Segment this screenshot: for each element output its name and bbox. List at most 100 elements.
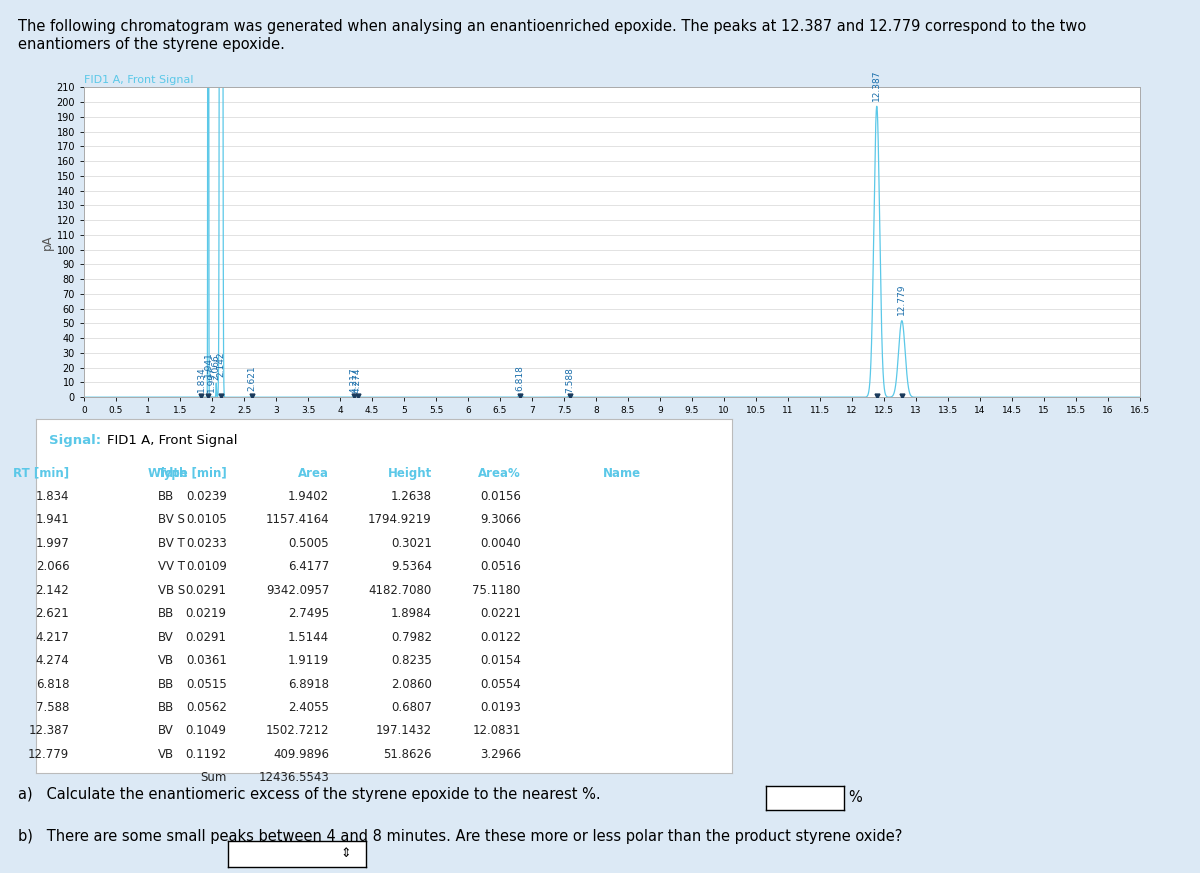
Text: FID1 A, Front Signal: FID1 A, Front Signal	[84, 75, 193, 86]
Text: VV T: VV T	[158, 560, 185, 574]
Text: 2.0860: 2.0860	[391, 677, 432, 691]
Text: 0.0233: 0.0233	[186, 537, 227, 550]
Text: 1.997: 1.997	[36, 537, 70, 550]
Text: 0.0040: 0.0040	[480, 537, 521, 550]
Text: 0.0105: 0.0105	[186, 513, 227, 526]
Text: 0.0221: 0.0221	[480, 608, 521, 620]
Text: BB: BB	[158, 490, 174, 503]
Text: 2.066: 2.066	[211, 354, 221, 380]
Text: Type: Type	[158, 466, 190, 479]
Text: 0.0154: 0.0154	[480, 654, 521, 667]
Text: a)   Calculate the enantiomeric excess of the styrene epoxide to the nearest %.: a) Calculate the enantiomeric excess of …	[18, 787, 601, 802]
Text: 0.0562: 0.0562	[186, 701, 227, 714]
Text: FID1 A, Front Signal: FID1 A, Front Signal	[107, 434, 238, 447]
Text: 0.0193: 0.0193	[480, 701, 521, 714]
Text: Sum: Sum	[200, 772, 227, 784]
Text: BB: BB	[158, 677, 174, 691]
Text: 9.5364: 9.5364	[391, 560, 432, 574]
Text: RT [min]: RT [min]	[13, 466, 70, 479]
Text: Name: Name	[602, 466, 641, 479]
Text: 0.0156: 0.0156	[480, 490, 521, 503]
Text: 0.3021: 0.3021	[391, 537, 432, 550]
Text: 7.588: 7.588	[565, 367, 574, 393]
Text: 4182.7080: 4182.7080	[368, 584, 432, 597]
Text: Area%: Area%	[478, 466, 521, 479]
Text: 2.066: 2.066	[36, 560, 70, 574]
Text: 12.387: 12.387	[872, 69, 881, 100]
Text: 9342.0957: 9342.0957	[266, 584, 329, 597]
Text: BV T: BV T	[158, 537, 185, 550]
Text: 3.2966: 3.2966	[480, 748, 521, 761]
Text: 0.0516: 0.0516	[480, 560, 521, 574]
Text: 75.1180: 75.1180	[473, 584, 521, 597]
Text: 12.779: 12.779	[28, 748, 70, 761]
Text: 0.1049: 0.1049	[186, 725, 227, 738]
Text: 1.9402: 1.9402	[288, 490, 329, 503]
Text: 1.2638: 1.2638	[391, 490, 432, 503]
Text: 197.1432: 197.1432	[376, 725, 432, 738]
Text: 12.387: 12.387	[29, 725, 70, 738]
Text: VB: VB	[158, 748, 174, 761]
Text: 0.8235: 0.8235	[391, 654, 432, 667]
Text: Signal:: Signal:	[49, 434, 101, 447]
Text: 0.0361: 0.0361	[186, 654, 227, 667]
Text: BV S: BV S	[158, 513, 185, 526]
Text: 0.1192: 0.1192	[186, 748, 227, 761]
Text: 6.4177: 6.4177	[288, 560, 329, 574]
Text: 2.142: 2.142	[216, 351, 226, 376]
Text: BV: BV	[158, 725, 174, 738]
Text: 4.274: 4.274	[36, 654, 70, 667]
Text: VB S: VB S	[158, 584, 186, 597]
Text: 2.142: 2.142	[36, 584, 70, 597]
Text: 1157.4164: 1157.4164	[265, 513, 329, 526]
Text: 0.0291: 0.0291	[186, 630, 227, 643]
Text: 9.3066: 9.3066	[480, 513, 521, 526]
Text: Area: Area	[299, 466, 329, 479]
Text: 0.6807: 0.6807	[391, 701, 432, 714]
Text: 0.7982: 0.7982	[391, 630, 432, 643]
Text: 6.8918: 6.8918	[288, 677, 329, 691]
Text: 1794.9219: 1794.9219	[368, 513, 432, 526]
Text: The following chromatogram was generated when analysing an enantioenriched epoxi: The following chromatogram was generated…	[18, 19, 1086, 52]
Text: 0.0239: 0.0239	[186, 490, 227, 503]
Text: Width [min]: Width [min]	[148, 466, 227, 479]
Text: 4.274: 4.274	[353, 368, 362, 393]
Text: 12.779: 12.779	[898, 283, 906, 314]
Text: 6.818: 6.818	[516, 366, 524, 391]
Text: BB: BB	[158, 701, 174, 714]
Text: %: %	[848, 790, 862, 806]
Text: 7.588: 7.588	[36, 701, 70, 714]
Text: 12.0831: 12.0831	[473, 725, 521, 738]
Text: VB: VB	[158, 654, 174, 667]
Text: 1.941: 1.941	[204, 351, 212, 376]
Text: 0.0122: 0.0122	[480, 630, 521, 643]
Y-axis label: pA: pA	[41, 235, 54, 250]
Text: ⇕: ⇕	[340, 848, 350, 860]
Text: 1.834: 1.834	[36, 490, 70, 503]
Text: 2.621: 2.621	[36, 608, 70, 620]
Text: 1.5144: 1.5144	[288, 630, 329, 643]
Text: 4.217: 4.217	[349, 368, 359, 393]
Text: b)   There are some small peaks between 4 and 8 minutes. Are these more or less : b) There are some small peaks between 4 …	[18, 829, 902, 844]
Text: 1.997: 1.997	[208, 366, 216, 392]
Text: 0.0554: 0.0554	[480, 677, 521, 691]
Text: 12436.5543: 12436.5543	[258, 772, 329, 784]
Text: 1.941: 1.941	[36, 513, 70, 526]
Text: Height: Height	[388, 466, 432, 479]
Text: 2.4055: 2.4055	[288, 701, 329, 714]
Text: 0.0109: 0.0109	[186, 560, 227, 574]
Text: 6.818: 6.818	[36, 677, 70, 691]
Text: 2.7495: 2.7495	[288, 608, 329, 620]
Text: 409.9896: 409.9896	[274, 748, 329, 761]
Text: 2.621: 2.621	[247, 366, 257, 391]
Text: 0.0291: 0.0291	[186, 584, 227, 597]
Text: 0.0515: 0.0515	[186, 677, 227, 691]
Text: 1.834: 1.834	[197, 367, 206, 392]
Text: BV: BV	[158, 630, 174, 643]
Text: 51.8626: 51.8626	[383, 748, 432, 761]
Text: 1.9119: 1.9119	[288, 654, 329, 667]
Text: 0.0219: 0.0219	[186, 608, 227, 620]
Text: 4.217: 4.217	[36, 630, 70, 643]
Text: 0.5005: 0.5005	[289, 537, 329, 550]
Text: 1.8984: 1.8984	[391, 608, 432, 620]
